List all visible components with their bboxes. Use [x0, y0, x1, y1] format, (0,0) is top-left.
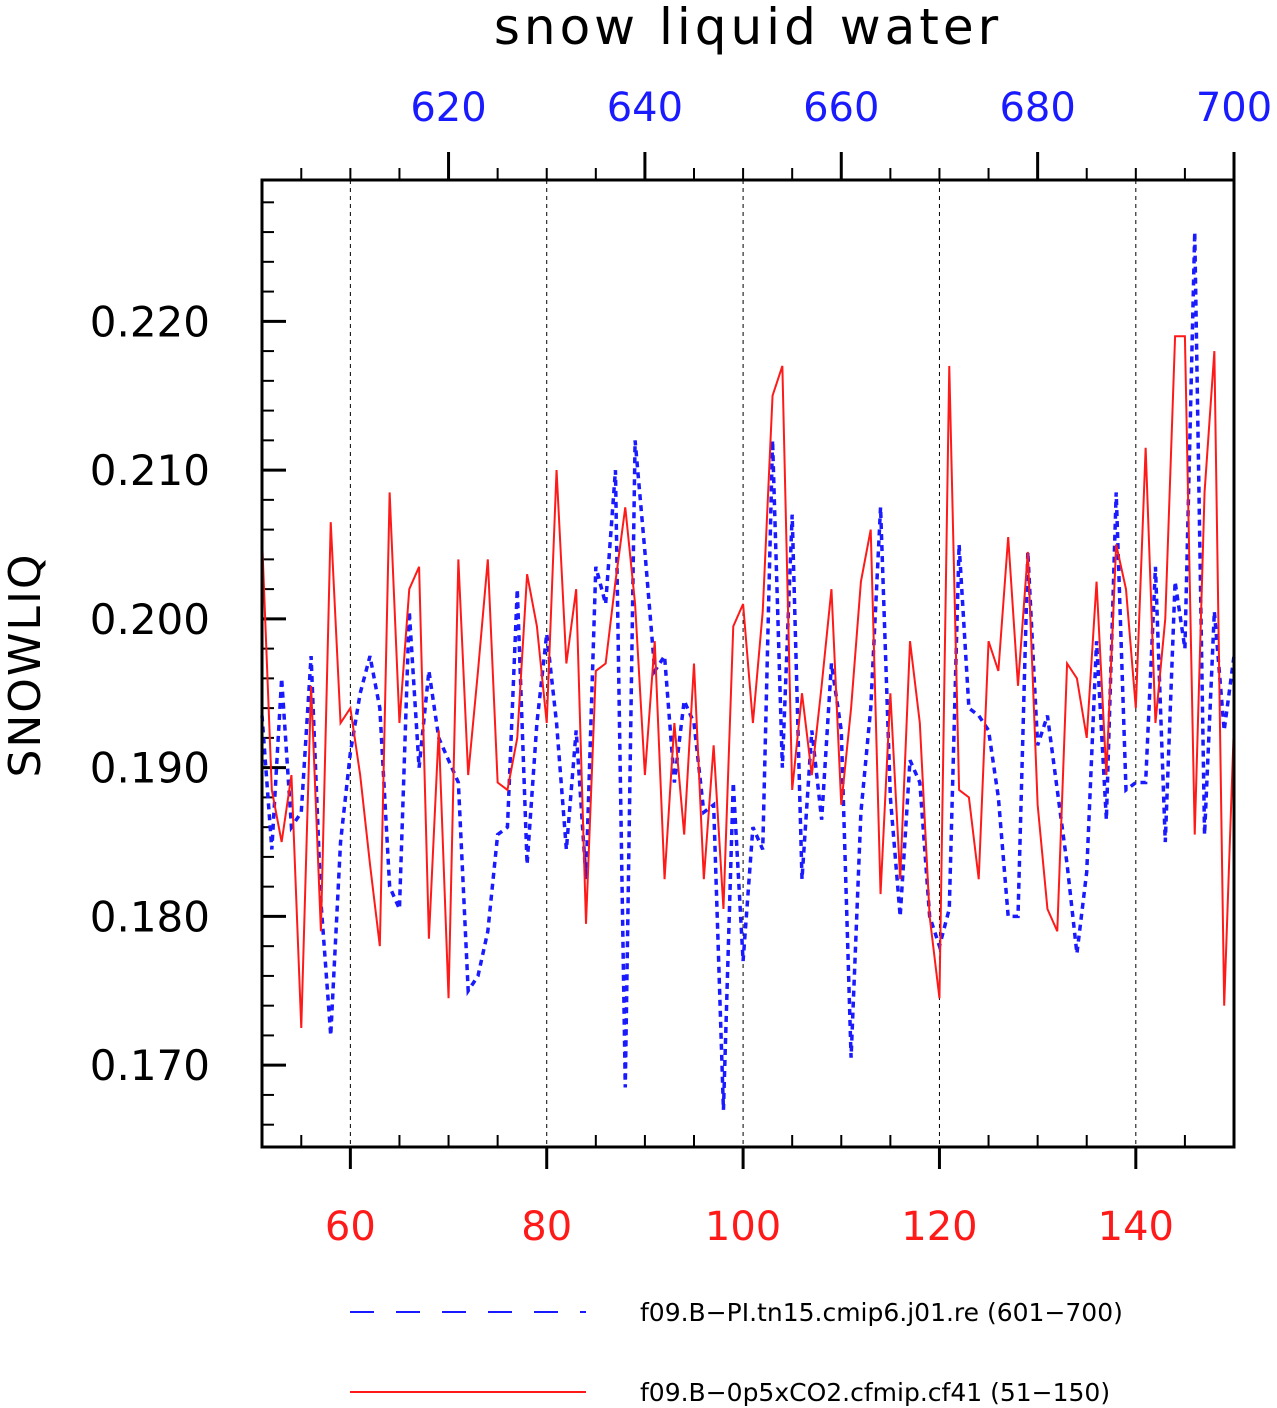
x-top-tick-label: 620 [410, 85, 486, 131]
x-top-tick-label: 660 [803, 85, 879, 131]
y-axis-label: SNOWLIQ [0, 552, 51, 777]
legend: f09.B−PI.tn15.cmip6.j01.re (601−700) f09.… [350, 1298, 1123, 1407]
x-top-tick-label: 700 [1196, 85, 1272, 131]
x-bottom-tick-label: 140 [1098, 1204, 1174, 1250]
series-line-red-solid [261, 335, 1235, 1029]
x-bottom-tick-label: 100 [705, 1204, 781, 1250]
x-bottom-tick-label: 60 [325, 1204, 376, 1250]
y-tick-label: 0.220 [90, 297, 210, 346]
chart-title: snow liquid water [494, 0, 1002, 56]
tick-labels: 60 80 100 120 140 620 640 660 680 700 0.170 0.180 0.… [90, 85, 1272, 1250]
y-tick-label: 0.200 [90, 595, 210, 644]
y-tick-label: 0.180 [90, 892, 210, 941]
x-top-tick-label: 680 [999, 85, 1075, 131]
plot-frame [260, 178, 1236, 1149]
y-tick-label: 0.210 [90, 446, 210, 495]
x-top-tick-label: 640 [607, 85, 683, 131]
legend-label: f09.B−0p5xCO2.cfmip.cf41 (51−150) [640, 1378, 1110, 1407]
legend-label: f09.B−PI.tn15.cmip6.j01.re (601−700) [640, 1298, 1123, 1327]
minor-ticks [262, 168, 1235, 1147]
series-lines [260, 232, 1236, 1110]
y-tick-label: 0.190 [90, 744, 210, 793]
y-tick-label: 0.170 [90, 1041, 210, 1090]
x-bottom-tick-label: 120 [901, 1204, 977, 1250]
grid-lines [349, 180, 1137, 1147]
x-bottom-tick-label: 80 [521, 1204, 572, 1250]
